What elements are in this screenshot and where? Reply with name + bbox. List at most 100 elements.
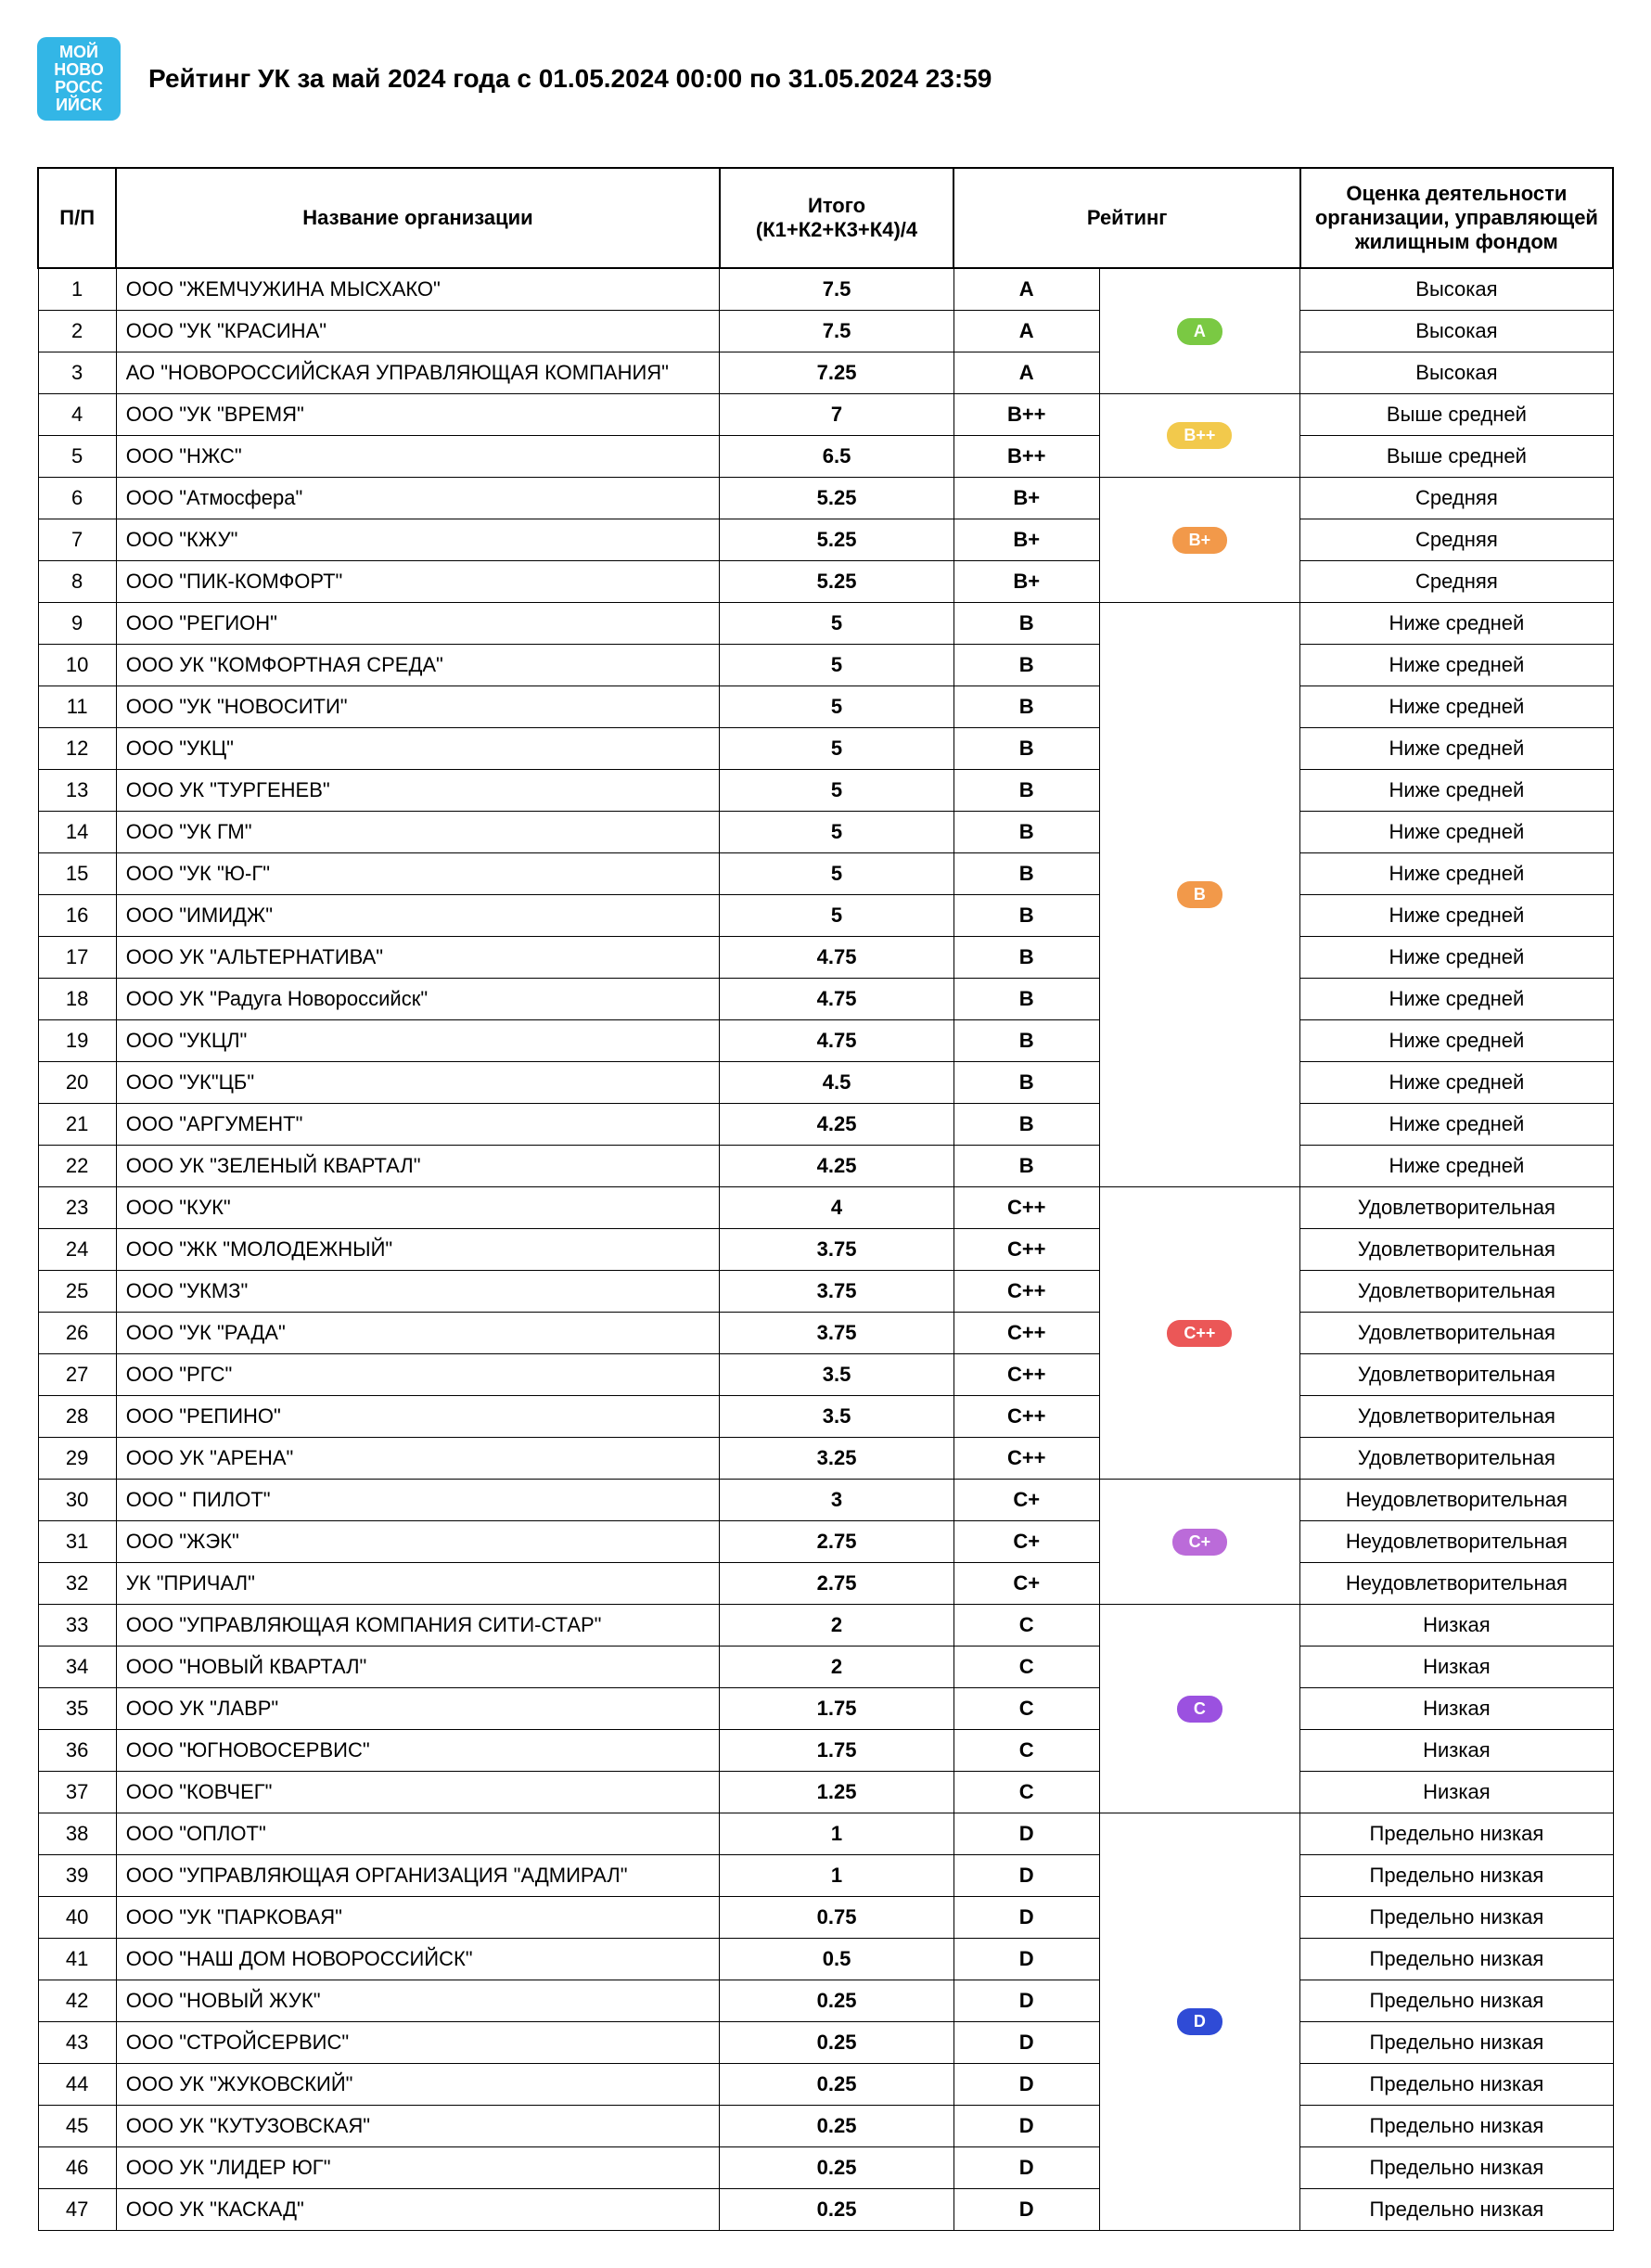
cell-name: ООО УК "Радуга Новороссийск" xyxy=(116,979,719,1020)
cell-nn: 29 xyxy=(38,1438,116,1480)
cell-name: ООО "УПРАВЛЯЮЩАЯ ОРГАНИЗАЦИЯ "АДМИРАЛ" xyxy=(116,1855,719,1897)
cell-rating: B xyxy=(953,1146,1099,1187)
table-row: 37ООО "КОВЧЕГ"1.25CНизкая xyxy=(38,1772,1613,1813)
table-row: 18ООО УК "Радуга Новороссийск"4.75BНиже … xyxy=(38,979,1613,1020)
cell-rating: C xyxy=(953,1605,1099,1647)
cell-eval: Удовлетворительная xyxy=(1300,1313,1613,1354)
cell-eval: Низкая xyxy=(1300,1688,1613,1730)
cell-rating: C++ xyxy=(953,1229,1099,1271)
cell-eval: Высокая xyxy=(1300,311,1613,352)
cell-sum: 0.25 xyxy=(720,2064,954,2106)
header: МОЙНОВОРОССИЙСК Рейтинг УК за май 2024 г… xyxy=(37,37,1614,121)
cell-rating: B xyxy=(953,1104,1099,1146)
cell-name: ООО УК "КОМФОРТНАЯ СРЕДА" xyxy=(116,645,719,686)
cell-sum: 5.25 xyxy=(720,478,954,519)
cell-nn: 40 xyxy=(38,1897,116,1939)
cell-name: ООО УК "КУТУЗОВСКАЯ" xyxy=(116,2106,719,2147)
table-row: 39ООО "УПРАВЛЯЮЩАЯ ОРГАНИЗАЦИЯ "АДМИРАЛ"… xyxy=(38,1855,1613,1897)
cell-rating: B xyxy=(953,937,1099,979)
cell-rating: B++ xyxy=(953,394,1099,436)
cell-rating: B xyxy=(953,728,1099,770)
cell-eval: Ниже средней xyxy=(1300,812,1613,853)
cell-eval: Неудовлетворительная xyxy=(1300,1563,1613,1605)
table-row: 41ООО "НАШ ДОМ НОВОРОССИЙСК"0.5DПредельн… xyxy=(38,1939,1613,1980)
cell-nn: 10 xyxy=(38,645,116,686)
table-row: 13ООО УК "ТУРГЕНЕВ"5BНиже средней xyxy=(38,770,1613,812)
cell-rating: C++ xyxy=(953,1313,1099,1354)
cell-name: ООО "КЖУ" xyxy=(116,519,719,561)
cell-name: ООО "АРГУМЕНТ" xyxy=(116,1104,719,1146)
table-row: 20ООО "УК"ЦБ"4.5BНиже средней xyxy=(38,1062,1613,1104)
table-header-row: П/П Название организации Итого (К1+К2+К3… xyxy=(38,168,1613,268)
cell-sum: 1.25 xyxy=(720,1772,954,1813)
cell-nn: 16 xyxy=(38,895,116,937)
table-row: 11ООО "УК "НОВОСИТИ"5BНиже средней xyxy=(38,686,1613,728)
rating-table: П/П Название организации Итого (К1+К2+К3… xyxy=(37,167,1614,2231)
cell-nn: 46 xyxy=(38,2147,116,2189)
table-row: 45ООО УК "КУТУЗОВСКАЯ"0.25DПредельно низ… xyxy=(38,2106,1613,2147)
cell-eval: Удовлетворительная xyxy=(1300,1396,1613,1438)
cell-eval: Ниже средней xyxy=(1300,645,1613,686)
cell-name: ООО "РЕГИОН" xyxy=(116,603,719,645)
table-row: 38ООО "ОПЛОТ"1DDПредельно низкая xyxy=(38,1813,1613,1855)
cell-rating: C xyxy=(953,1772,1099,1813)
cell-eval: Средняя xyxy=(1300,561,1613,603)
cell-badge: C+ xyxy=(1099,1480,1300,1605)
cell-nn: 31 xyxy=(38,1521,116,1563)
table-row: 46ООО УК "ЛИДЕР ЮГ"0.25DПредельно низкая xyxy=(38,2147,1613,2189)
cell-sum: 7 xyxy=(720,394,954,436)
cell-nn: 9 xyxy=(38,603,116,645)
cell-sum: 0.25 xyxy=(720,2022,954,2064)
cell-rating: B xyxy=(953,812,1099,853)
cell-rating: A xyxy=(953,268,1099,311)
cell-sum: 2 xyxy=(720,1605,954,1647)
cell-sum: 5.25 xyxy=(720,519,954,561)
table-row: 23ООО "КУК"4C++C++Удовлетворительная xyxy=(38,1187,1613,1229)
table-row: 30ООО " ПИЛОТ"3C+C+Неудовлетворительная xyxy=(38,1480,1613,1521)
cell-name: ООО "ПИК-КОМФОРТ" xyxy=(116,561,719,603)
cell-sum: 5 xyxy=(720,645,954,686)
cell-nn: 36 xyxy=(38,1730,116,1772)
cell-sum: 5 xyxy=(720,812,954,853)
cell-name: ООО "УК "Ю-Г" xyxy=(116,853,719,895)
cell-eval: Предельно низкая xyxy=(1300,1897,1613,1939)
cell-name: ООО УК "АРЕНА" xyxy=(116,1438,719,1480)
cell-sum: 1 xyxy=(720,1855,954,1897)
cell-name: ООО "УК "ВРЕМЯ" xyxy=(116,394,719,436)
table-row: 7ООО "КЖУ"5.25B+Средняя xyxy=(38,519,1613,561)
cell-eval: Удовлетворительная xyxy=(1300,1354,1613,1396)
cell-rating: C+ xyxy=(953,1480,1099,1521)
cell-rating: D xyxy=(953,2147,1099,2189)
cell-sum: 3.75 xyxy=(720,1229,954,1271)
cell-sum: 4.5 xyxy=(720,1062,954,1104)
table-row: 26ООО "УК "РАДА"3.75C++Удовлетворительна… xyxy=(38,1313,1613,1354)
cell-sum: 3.5 xyxy=(720,1354,954,1396)
cell-sum: 6.5 xyxy=(720,436,954,478)
cell-eval: Предельно низкая xyxy=(1300,2147,1613,2189)
cell-nn: 21 xyxy=(38,1104,116,1146)
cell-rating: B xyxy=(953,853,1099,895)
cell-nn: 13 xyxy=(38,770,116,812)
table-row: 12ООО "УКЦ"5BНиже средней xyxy=(38,728,1613,770)
cell-eval: Выше средней xyxy=(1300,394,1613,436)
cell-rating: A xyxy=(953,311,1099,352)
cell-name: ООО "УКЦЛ" xyxy=(116,1020,719,1062)
cell-sum: 3.25 xyxy=(720,1438,954,1480)
rating-badge: B+ xyxy=(1172,527,1228,554)
cell-eval: Ниже средней xyxy=(1300,1104,1613,1146)
cell-rating: B xyxy=(953,770,1099,812)
table-row: 40ООО "УК "ПАРКОВАЯ"0.75DПредельно низка… xyxy=(38,1897,1613,1939)
col-rating: Рейтинг xyxy=(953,168,1299,268)
cell-name: АО "НОВОРОССИЙСКАЯ УПРАВЛЯЮЩАЯ КОМПАНИЯ" xyxy=(116,352,719,394)
cell-name: ООО "НАШ ДОМ НОВОРОССИЙСК" xyxy=(116,1939,719,1980)
cell-sum: 5 xyxy=(720,728,954,770)
cell-nn: 37 xyxy=(38,1772,116,1813)
cell-name: УК "ПРИЧАЛ" xyxy=(116,1563,719,1605)
cell-nn: 20 xyxy=(38,1062,116,1104)
table-row: 33ООО "УПРАВЛЯЮЩАЯ КОМПАНИЯ СИТИ-СТАР"2C… xyxy=(38,1605,1613,1647)
col-nn: П/П xyxy=(38,168,116,268)
cell-nn: 44 xyxy=(38,2064,116,2106)
cell-sum: 5.25 xyxy=(720,561,954,603)
table-row: 5ООО "НЖС"6.5B++Выше средней xyxy=(38,436,1613,478)
table-row: 19ООО "УКЦЛ"4.75BНиже средней xyxy=(38,1020,1613,1062)
